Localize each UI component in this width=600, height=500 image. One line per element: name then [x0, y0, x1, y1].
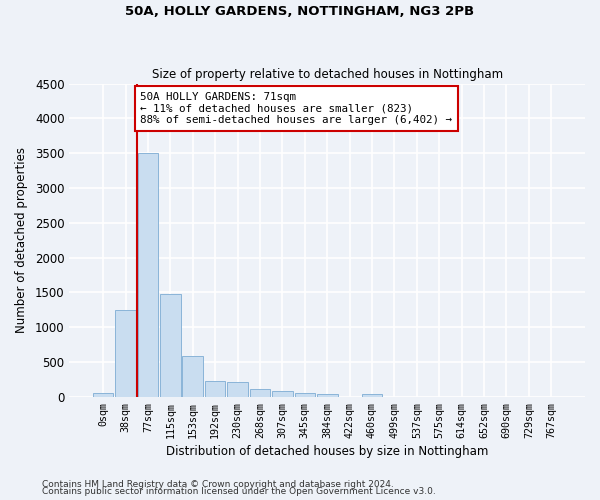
Y-axis label: Number of detached properties: Number of detached properties — [15, 147, 28, 333]
Bar — [362, 394, 382, 396]
X-axis label: Distribution of detached houses by size in Nottingham: Distribution of detached houses by size … — [166, 444, 488, 458]
Bar — [205, 382, 226, 396]
Text: 50A HOLLY GARDENS: 71sqm
← 11% of detached houses are smaller (823)
88% of semi-: 50A HOLLY GARDENS: 71sqm ← 11% of detach… — [140, 92, 452, 125]
Bar — [295, 392, 315, 396]
Text: 50A, HOLLY GARDENS, NOTTINGHAM, NG3 2PB: 50A, HOLLY GARDENS, NOTTINGHAM, NG3 2PB — [125, 5, 475, 18]
Title: Size of property relative to detached houses in Nottingham: Size of property relative to detached ho… — [152, 68, 503, 81]
Bar — [93, 393, 113, 396]
Bar — [227, 382, 248, 396]
Bar — [115, 310, 136, 396]
Bar — [317, 394, 338, 396]
Bar — [250, 389, 271, 396]
Bar — [182, 356, 203, 397]
Text: Contains HM Land Registry data © Crown copyright and database right 2024.: Contains HM Land Registry data © Crown c… — [42, 480, 394, 489]
Text: Contains public sector information licensed under the Open Government Licence v3: Contains public sector information licen… — [42, 488, 436, 496]
Bar — [272, 391, 293, 396]
Bar — [160, 294, 181, 396]
Bar — [137, 153, 158, 396]
